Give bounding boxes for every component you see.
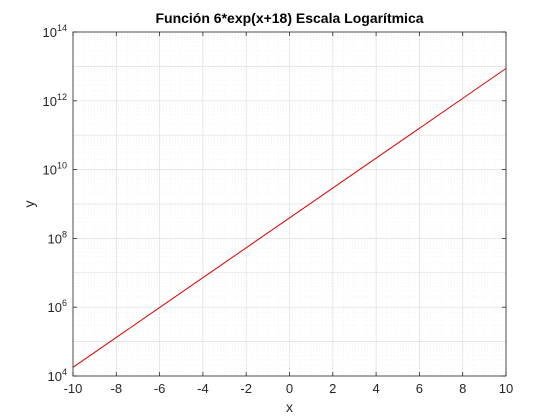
- y-tick-exponent: 4: [62, 367, 67, 377]
- series-line-1: [72, 68, 507, 368]
- y-tick-label: 1010: [43, 161, 67, 178]
- y-tick-exponent: 14: [57, 23, 67, 33]
- y-tick-exponent: 8: [62, 229, 67, 239]
- x-tick-label: -6: [154, 381, 166, 396]
- y-tick-label: 1012: [43, 92, 67, 109]
- x-axis-label: x: [286, 399, 293, 415]
- y-tick-base: 10: [48, 231, 62, 246]
- y-tick-base: 10: [43, 163, 57, 178]
- x-tick-label: -2: [240, 381, 252, 396]
- series-layer: [72, 68, 507, 368]
- y-tick-base: 10: [48, 369, 62, 384]
- x-tick-label: -4: [197, 381, 209, 396]
- x-tick-label: -10: [64, 381, 83, 396]
- x-tick-label: 8: [459, 381, 466, 396]
- x-tick-label: -8: [111, 381, 123, 396]
- x-tick-label: 2: [329, 381, 336, 396]
- y-tick-base: 10: [48, 300, 62, 315]
- chart-title: Función 6*exp(x+18) Escala Logarítmica: [155, 10, 423, 26]
- y-tick-base: 10: [43, 94, 57, 109]
- x-tick-label: 4: [372, 381, 379, 396]
- y-tick-exponent: 10: [57, 161, 67, 171]
- y-tick-label: 1014: [43, 23, 67, 40]
- y-tick-label: 106: [48, 298, 67, 315]
- y-tick-label: 108: [48, 229, 67, 246]
- y-tick-base: 10: [43, 25, 57, 40]
- y-tick-exponent: 6: [62, 298, 67, 308]
- y-axis-label: y: [21, 201, 37, 208]
- x-tick-label: 6: [416, 381, 423, 396]
- major-grid: [72, 31, 507, 377]
- y-tick-label: 104: [48, 367, 67, 384]
- x-tick-label: 0: [286, 381, 293, 396]
- y-tick-exponent: 12: [57, 92, 67, 102]
- x-axis-ticks: -10 -8 -6 -4 -2 0 2 4 6 8 10: [64, 32, 513, 396]
- x-tick-label: 10: [499, 381, 513, 396]
